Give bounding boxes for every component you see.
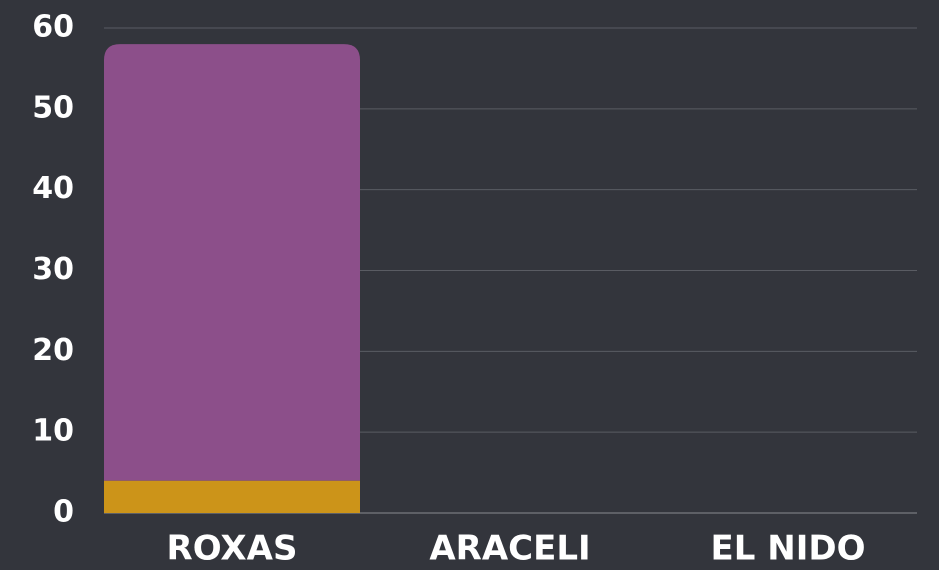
- y-tick-label: 50: [32, 90, 74, 125]
- bar-segment: [104, 44, 360, 481]
- x-tick-label: ARACELI: [429, 529, 590, 569]
- x-tick-label: ROXAS: [167, 529, 298, 569]
- y-tick-label: 30: [32, 252, 74, 287]
- y-tick-label: 10: [32, 414, 74, 449]
- y-tick-label: 20: [32, 333, 74, 368]
- y-tick-label: 0: [53, 495, 74, 530]
- x-tick-label: EL NIDO: [711, 529, 866, 569]
- bar-segment: [104, 480, 360, 513]
- y-tick-label: 60: [32, 10, 74, 45]
- y-tick-label: 40: [32, 171, 74, 206]
